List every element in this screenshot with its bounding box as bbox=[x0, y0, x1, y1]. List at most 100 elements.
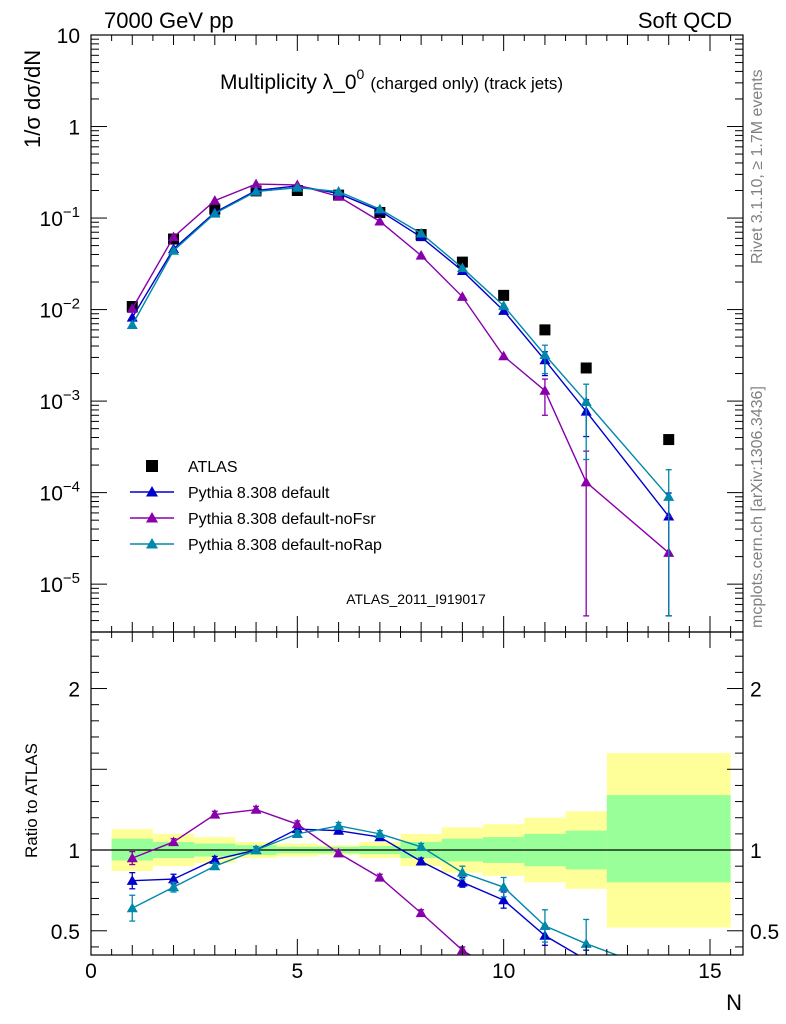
analysis-watermark: ATLAS_2011_I919017 bbox=[346, 591, 486, 607]
data-point-pythia-8-308-default-norap bbox=[539, 349, 551, 359]
data-point-pythia-8-308-default-norap bbox=[333, 186, 345, 196]
y-tick-label: 10−5 bbox=[40, 570, 80, 597]
ratio-point-pythia-8-308-default-norap bbox=[291, 828, 303, 838]
ratio-y-tick-label-right: 0.5 bbox=[750, 921, 779, 944]
data-point-pythia-8-308-default-nofsr bbox=[456, 291, 468, 301]
data-point-pythia-8-308-default-nofsr bbox=[126, 303, 138, 313]
x-tick-label: 15 bbox=[698, 960, 721, 983]
data-point-pythia-8-308-default-nofsr bbox=[250, 178, 262, 189]
y-tick-base: 10 bbox=[40, 574, 63, 597]
ratio-point-pythia-8-308-default-norap bbox=[498, 881, 510, 892]
legend-marker-atlas bbox=[146, 460, 158, 472]
main-plot-title: Multiplicity λ_00 (charged only) (track j… bbox=[220, 66, 563, 94]
title-main-text: Multiplicity λ_0 bbox=[220, 71, 357, 94]
ratio-y-tick-label-left: 2 bbox=[68, 679, 80, 702]
y-tick-label: 10−3 bbox=[40, 387, 80, 414]
ratio-point-pythia-8-308-default-norap bbox=[374, 828, 386, 838]
series-line-pythia-8-308-default-norap bbox=[131, 186, 670, 498]
x-axis-label: N bbox=[726, 990, 742, 1015]
ratio-point-pythia-8-308-default-nofsr bbox=[581, 996, 592, 1006]
ratio-point-pythia-8-308-default-nofsr bbox=[168, 836, 180, 847]
ratio-point-pythia-8-308-default bbox=[663, 982, 674, 992]
ratio-point-pythia-8-308-default-norap bbox=[168, 881, 180, 892]
data-point-pythia-8-308-default-norap bbox=[456, 262, 468, 273]
ratio-point-pythia-8-308-default-nofsr bbox=[415, 907, 427, 918]
y-tick-exponent: −4 bbox=[63, 479, 80, 496]
header-right-label: Soft QCD bbox=[638, 8, 732, 33]
y-tick-exponent: −2 bbox=[63, 296, 80, 313]
legend-marker bbox=[146, 486, 158, 497]
ratio-point-pythia-8-308-default-norap bbox=[539, 920, 551, 931]
data-point-pythia-8-308-default-norap bbox=[498, 300, 510, 310]
data-point-pythia-8-308-default bbox=[498, 305, 510, 315]
data-point-pythia-8-308-default-norap bbox=[415, 227, 427, 238]
data-point-pythia-8-308-default-norap bbox=[663, 491, 675, 501]
ratio-y-tick-label-left: 1 bbox=[68, 840, 80, 863]
legend-label: Pythia 8.308 default-noRap bbox=[188, 537, 382, 554]
legend-marker bbox=[146, 538, 158, 549]
ratio-panel-frame bbox=[90, 631, 744, 956]
ratio-point-pythia-8-308-default-norap bbox=[126, 902, 138, 913]
data-point-atlas bbox=[663, 434, 675, 446]
ratio-point-pythia-8-308-default bbox=[209, 854, 221, 864]
y-tick-label: 10−4 bbox=[40, 479, 80, 506]
ratio-point-pythia-8-308-default bbox=[168, 873, 180, 884]
ratio-y-tick-label-left: 0.5 bbox=[51, 921, 80, 944]
legend-label: ATLAS bbox=[188, 459, 238, 476]
ratio-point-pythia-8-308-default-nofsr bbox=[374, 871, 386, 882]
data-point-pythia-8-308-default-nofsr bbox=[539, 385, 551, 395]
ratio-point-pythia-8-308-default bbox=[456, 876, 468, 887]
data-point-pythia-8-308-default-nofsr bbox=[209, 195, 221, 205]
data-point-pythia-8-308-default-nofsr bbox=[333, 190, 345, 201]
y-tick-exponent: −3 bbox=[63, 387, 80, 404]
data-point-pythia-8-308-default-nofsr bbox=[580, 476, 592, 487]
ratio-point-pythia-8-308-default-norap bbox=[580, 938, 592, 948]
ratio-point-pythia-8-308-default-nofsr bbox=[291, 818, 303, 829]
y-tick-base: 10 bbox=[40, 483, 63, 506]
x-tick-label: 5 bbox=[291, 960, 303, 983]
ratio-point-pythia-8-308-default-norap bbox=[456, 867, 468, 877]
data-point-pythia-8-308-default-nofsr bbox=[415, 249, 427, 260]
ratio-point-pythia-8-308-default-norap bbox=[250, 844, 262, 855]
ratio-y-axis-label: Ratio to ATLAS bbox=[22, 743, 41, 858]
ratio-point-pythia-8-308-default bbox=[126, 875, 138, 885]
legend-label: Pythia 8.308 default bbox=[188, 485, 330, 502]
legend-marker bbox=[146, 512, 158, 523]
ratio-point-pythia-8-308-default bbox=[585, 954, 587, 955]
ratio-point-pythia-8-308-default-nofsr bbox=[333, 847, 345, 858]
ratio-point-pythia-8-308-default-nofsr bbox=[250, 804, 262, 814]
ratio-panel-marks bbox=[126, 804, 674, 1006]
ratio-y-tick-label-right: 1 bbox=[750, 840, 762, 863]
ratio-point-pythia-8-308-default-nofsr bbox=[126, 852, 138, 863]
data-point-atlas bbox=[539, 324, 551, 336]
x-tick-label: 10 bbox=[492, 960, 515, 983]
y-tick-label: 10 bbox=[57, 25, 80, 48]
title-tail-text: (charged only) (track jets) bbox=[370, 74, 563, 93]
legend-label: Pythia 8.308 default-noFsr bbox=[188, 511, 376, 528]
ratio-point-pythia-8-308-default-norap bbox=[415, 841, 427, 851]
data-point-pythia-8-308-default-norap bbox=[374, 203, 386, 214]
ratio-point-pythia-8-308-default-nofsr bbox=[209, 808, 221, 819]
main-panel-marks bbox=[126, 178, 675, 617]
data-point-pythia-8-308-default-norap bbox=[291, 182, 303, 192]
data-point-pythia-8-308-default-norap bbox=[209, 208, 221, 218]
ratio-point-pythia-8-308-default-nofsr bbox=[663, 996, 674, 1006]
rivet-version-label: Rivet 3.1.10, ≥ 1.7M events bbox=[749, 69, 766, 264]
y-tick-exponent: −1 bbox=[63, 204, 80, 221]
data-point-pythia-8-308-default-norap bbox=[250, 186, 262, 196]
data-point-pythia-8-308-default-nofsr bbox=[168, 231, 180, 242]
ratio-point-pythia-8-308-default-norap bbox=[663, 969, 674, 979]
header-left-label: 7000 GeV pp bbox=[104, 8, 234, 33]
title-superscript: 0 bbox=[357, 66, 365, 82]
ratio-point-pythia-8-308-default bbox=[498, 894, 510, 905]
data-point-pythia-8-308-default-norap bbox=[580, 396, 592, 407]
y-tick-label: 10−2 bbox=[40, 296, 80, 323]
data-point-pythia-8-308-default-norap bbox=[168, 245, 180, 255]
ratio-point-pythia-8-308-default-nofsr bbox=[539, 972, 550, 982]
ratio-point-pythia-8-308-default bbox=[415, 855, 427, 866]
stat-uncertainty-band bbox=[606, 795, 731, 883]
y-tick-base: 10 bbox=[40, 208, 63, 231]
y-tick-label: 10−1 bbox=[40, 204, 80, 231]
mcplots-label: mcplots.cern.ch [arXiv:1306.3436] bbox=[749, 386, 766, 628]
